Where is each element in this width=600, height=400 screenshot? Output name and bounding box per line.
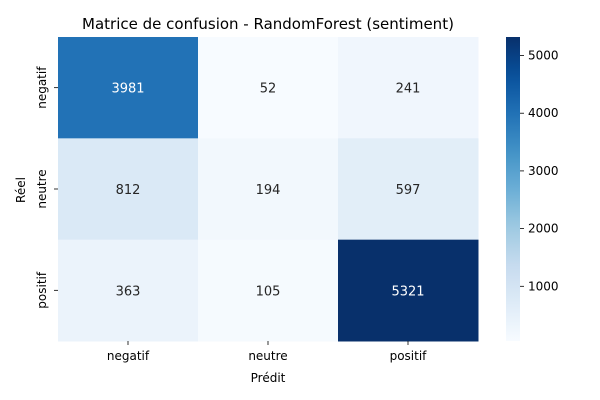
cell-value-label: 52	[260, 82, 277, 97]
colorbar-ticks: 1000 2000 3000 4000 5000	[520, 49, 559, 293]
cell-neutre-positif	[338, 138, 479, 241]
cell-value-label: 812	[116, 183, 141, 198]
y-tick-label: neutre	[35, 169, 49, 208]
x-axis-ticks: negatif neutre positif	[107, 340, 428, 363]
y-tick-label: positif	[35, 271, 49, 309]
chart-title: Matrice de confusion - RandomForest (sen…	[82, 15, 454, 33]
cell-value-label: 241	[396, 82, 421, 97]
x-tick-label: positif	[390, 349, 428, 363]
cell-value-label: 363	[116, 284, 141, 299]
cell-value-label: 597	[396, 183, 421, 198]
x-tick-label: neutre	[248, 349, 287, 363]
cell-value-label: 5321	[391, 284, 424, 299]
colorbar-tick-label: 4000	[528, 106, 559, 120]
cell-positif-negatif	[58, 239, 199, 342]
cell-neutre-negatif	[58, 138, 199, 241]
cell-negatif-positif	[338, 37, 479, 139]
cell-value-label: 3981	[111, 82, 144, 97]
y-axis-ticks: negatif neutre positif	[35, 66, 58, 309]
cell-negatif-neutre	[198, 37, 339, 139]
colorbar-tick-label: 1000	[528, 279, 559, 293]
cell-positif-positif	[338, 239, 479, 342]
y-tick-label: negatif	[35, 66, 49, 109]
cell-positif-neutre	[198, 239, 339, 342]
colorbar-tick-label: 5000	[528, 49, 559, 63]
heatmap-cell-labels: 3981 52 241 812 194 597 363 105 5321	[111, 82, 424, 300]
cell-neutre-neutre	[198, 138, 339, 241]
cell-value-label: 194	[256, 183, 281, 198]
heatmap-cells	[58, 37, 479, 342]
x-axis-label: Prédit	[251, 371, 286, 385]
x-tick-label: negatif	[107, 349, 150, 363]
colorbar-tick-label: 3000	[528, 164, 559, 178]
cell-negatif-negatif	[58, 37, 199, 139]
colorbar	[506, 37, 520, 341]
cell-value-label: 105	[256, 284, 281, 299]
y-axis-label: Réel	[14, 177, 28, 203]
colorbar-tick-label: 2000	[528, 222, 559, 236]
